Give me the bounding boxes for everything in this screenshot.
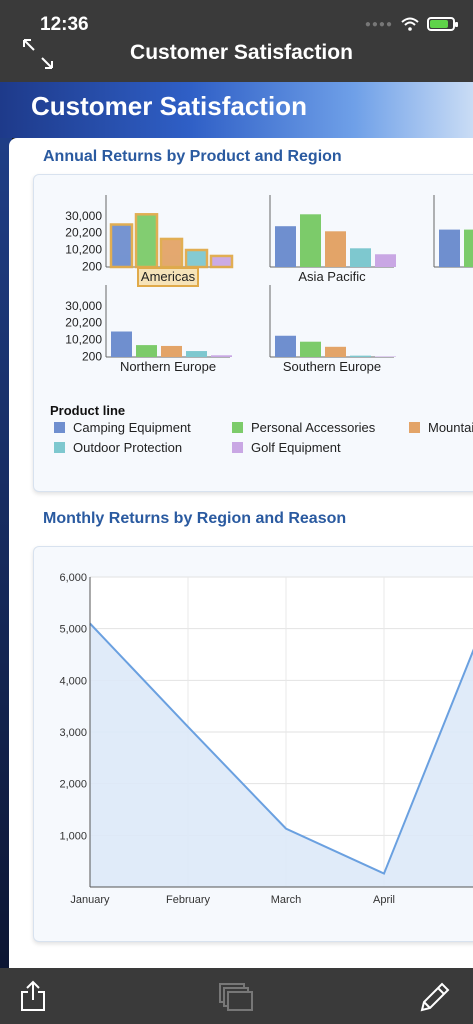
y-tick-label: 10,200: [65, 243, 102, 257]
bar-asia-pacific[interactable]: [300, 214, 321, 267]
annual-returns-panel: 30,000 20,200 10,200 200 30,000 20,200 10,200 2…: [33, 174, 473, 492]
legend-label: Mountai: [428, 420, 473, 435]
section-title-annual: Annual Returns by Product and Region: [43, 148, 342, 165]
legend-swatch: [54, 442, 65, 453]
bar-americas[interactable]: [159, 237, 184, 269]
y-tick-label: 20,200: [65, 316, 102, 330]
report-title: Customer Satisfaction: [31, 91, 307, 121]
bar-northern-europe[interactable]: [161, 345, 182, 357]
signal-icon: ●●●●: [364, 18, 393, 30]
report-content: Annual Returns by Product and Region 30,…: [9, 138, 473, 968]
region-label: Southern Europe: [283, 359, 381, 374]
wifi-icon: [401, 17, 419, 31]
bar-southern-europe[interactable]: [300, 341, 321, 357]
legend-item-outdoor[interactable]: Outdoor Protection: [54, 440, 182, 455]
bottom-toolbar: [0, 968, 473, 1024]
bar-asia-pacific[interactable]: [350, 248, 371, 267]
bar-americas[interactable]: [184, 248, 209, 269]
legend-label: Golf Equipment: [251, 440, 341, 455]
region-label: Asia Pacific: [298, 269, 366, 284]
bar-northern-europe[interactable]: [211, 355, 232, 357]
y-tick-label: 5,000: [59, 624, 87, 636]
monthly-returns-panel: 6,000 5,000 4,000 3,000 2,000 1,000 January Feb…: [33, 546, 473, 942]
y-tick-label: 30,000: [65, 209, 102, 223]
pencil-icon[interactable]: [418, 980, 452, 1014]
bar-ce[interactable]: [464, 229, 473, 267]
region-highlight: [137, 267, 199, 287]
legend-label: Outdoor Protection: [73, 440, 183, 455]
bar-northern-europe[interactable]: [111, 331, 132, 358]
bar-southern-europe[interactable]: [275, 335, 296, 357]
x-tick-label: April: [373, 894, 395, 906]
status-time: 12:36: [40, 14, 89, 35]
region-label: Northern Europe: [120, 359, 216, 374]
legend-label: Personal Accessories: [251, 420, 376, 435]
nav-title: Customer Satisfaction: [130, 41, 353, 64]
y-tick-label: 200: [82, 260, 102, 274]
section-title-monthly: Monthly Returns by Region and Reason: [43, 510, 347, 527]
bar-americas[interactable]: [134, 213, 159, 269]
bar-southern-europe[interactable]: [375, 356, 396, 357]
region-label: Americas: [141, 269, 196, 284]
x-tick-label: March: [271, 894, 302, 906]
legend-swatch: [409, 422, 420, 433]
bar-southern-europe[interactable]: [325, 346, 346, 357]
y-tick-label: 3,000: [59, 727, 87, 739]
expand-icon[interactable]: [20, 36, 56, 72]
legend-item-mountaineering[interactable]: Mountai: [409, 420, 473, 435]
report-header: Customer Satisfaction: [0, 82, 473, 138]
top-bar: 12:36 ●●●● Customer Satisfaction: [0, 0, 473, 82]
legend-item-golf[interactable]: Golf Equipment: [232, 440, 341, 455]
bar-americas[interactable]: [109, 223, 134, 269]
legend-swatch: [54, 422, 65, 433]
y-tick-label: 30,000: [65, 299, 102, 313]
y-tick-label: 10,200: [65, 333, 102, 347]
y-tick-label: 200: [82, 350, 102, 364]
bar-southern-europe[interactable]: [350, 355, 371, 357]
series-line: [89, 622, 473, 875]
legend-title: Product line: [50, 403, 126, 418]
bar-asia-pacific[interactable]: [325, 231, 346, 267]
battery-icon: [427, 17, 458, 31]
legend-item-personal[interactable]: Personal Accessories: [232, 420, 375, 435]
y-tick-label: 6,000: [59, 572, 87, 584]
y-tick-label: 4,000: [59, 675, 87, 687]
tabs-icon[interactable]: [218, 982, 254, 1012]
y-tick-label: 20,200: [65, 226, 102, 240]
bar-asia-pacific[interactable]: [375, 254, 396, 267]
x-tick-label: January: [70, 894, 110, 906]
y-tick-label: 1,000: [59, 830, 87, 842]
bar-asia-pacific[interactable]: [275, 226, 296, 267]
bar-northern-europe[interactable]: [136, 345, 157, 357]
bar-americas[interactable]: [209, 254, 234, 269]
status-icons: ●●●●: [364, 17, 458, 31]
y-tick-label: 2,000: [59, 779, 87, 791]
x-tick-label: February: [166, 894, 211, 906]
legend-swatch: [232, 422, 243, 433]
area-fill: [90, 623, 473, 887]
annual-returns-chart[interactable]: 30,000 20,200 10,200 200 30,000 20,200 10,200 2…: [34, 175, 473, 425]
legend-swatch: [232, 442, 243, 453]
legend-item-camping[interactable]: Camping Equipment: [54, 420, 191, 435]
share-icon[interactable]: [20, 980, 46, 1012]
bar-ce[interactable]: [439, 229, 460, 267]
monthly-returns-chart[interactable]: 6,000 5,000 4,000 3,000 2,000 1,000 January Feb…: [34, 547, 473, 943]
bar-northern-europe[interactable]: [186, 351, 207, 357]
legend-label: Camping Equipment: [73, 420, 191, 435]
